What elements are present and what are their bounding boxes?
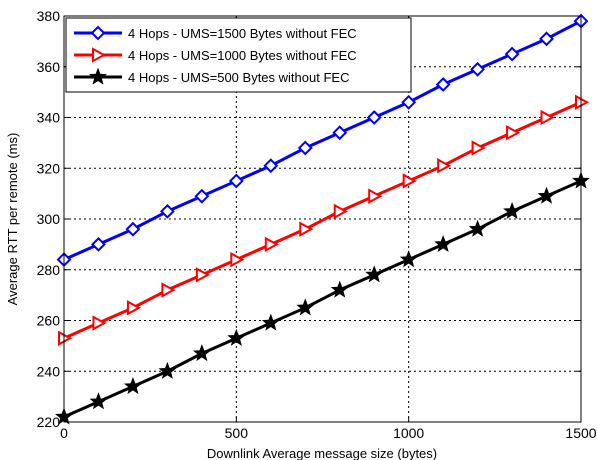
data-point — [435, 77, 451, 92]
data-point — [159, 203, 175, 219]
legend: 4 Hops - UMS=1500 Bytes without FEC 4 Hop… — [65, 17, 412, 93]
axis-ticks: 0 500 1000 1500 220 240 260 280 300 320 340 360 380 — [37, 8, 597, 441]
legend-marker — [89, 67, 107, 85]
x-tick-label: 1500 — [565, 425, 596, 441]
y-tick-label: 340 — [37, 110, 61, 126]
data-point — [123, 377, 142, 395]
data-point — [401, 94, 417, 110]
x-tick-label: 0 — [60, 425, 68, 441]
data-point — [192, 344, 211, 362]
data-point — [470, 61, 486, 77]
series-3 — [55, 171, 590, 425]
legend-entry: 4 Hops - UMS=1500 Bytes without FEC — [74, 25, 357, 41]
y-axis-label: Average RTT per remote (ms) — [5, 133, 20, 306]
data-point — [471, 140, 486, 156]
series-line — [63, 100, 582, 340]
data-point — [399, 250, 418, 268]
legend-label: 4 Hops - UMS=1000 Bytes without FEC — [128, 48, 357, 63]
data-point — [195, 267, 210, 283]
data-point — [263, 158, 279, 174]
data-point — [504, 46, 520, 62]
data-point — [468, 219, 487, 237]
legend-entry: 4 Hops - UMS=1000 Bytes without FEC — [74, 47, 357, 63]
data-point — [161, 282, 176, 298]
data-point — [434, 234, 453, 252]
data-point — [537, 186, 556, 204]
data-point — [297, 140, 313, 156]
data-point — [228, 173, 244, 189]
data-point — [366, 110, 382, 125]
y-tick-label: 360 — [37, 59, 61, 75]
series-line — [63, 179, 582, 419]
data-point — [194, 188, 210, 204]
x-tick-label: 1000 — [393, 425, 424, 441]
data-point — [89, 392, 108, 410]
legend-entry: 4 Hops - UMS=500 Bytes without FEC — [74, 67, 349, 85]
data-point — [503, 201, 522, 219]
data-point — [125, 221, 141, 237]
y-tick-label: 300 — [37, 211, 61, 227]
legend-label: 4 Hops - UMS=500 Bytes without FEC — [128, 70, 349, 85]
data-point — [506, 125, 521, 141]
x-tick-label: 500 — [225, 425, 249, 441]
y-tick-label: 260 — [37, 313, 61, 329]
legend-marker — [90, 25, 106, 41]
x-axis-label: Downlink Average message size (bytes) — [207, 446, 437, 460]
data-point — [299, 221, 314, 237]
data-point — [92, 315, 107, 331]
data-point — [437, 158, 452, 174]
data-point — [261, 313, 280, 331]
data-point — [333, 203, 348, 220]
data-point — [402, 173, 417, 189]
data-point — [332, 125, 348, 141]
series-layer — [55, 13, 590, 425]
data-point — [126, 300, 142, 316]
data-point — [264, 236, 279, 253]
legend-box — [65, 17, 412, 93]
data-point — [539, 31, 554, 47]
data-point — [540, 109, 555, 126]
y-tick-label: 320 — [37, 160, 61, 176]
data-point — [296, 298, 315, 316]
y-tick-label: 280 — [37, 262, 61, 278]
data-point — [227, 328, 246, 346]
y-tick-label: 220 — [37, 414, 61, 430]
legend-label: 4 Hops - UMS=1500 Bytes without FEC — [128, 26, 357, 41]
data-point — [330, 280, 349, 298]
legend-marker — [92, 47, 107, 63]
data-point — [230, 251, 245, 268]
data-point — [158, 361, 177, 379]
series-line — [63, 19, 582, 261]
data-point — [365, 265, 384, 283]
data-point — [368, 188, 383, 204]
y-tick-label: 240 — [37, 363, 61, 379]
data-point — [91, 236, 106, 252]
series-1 — [56, 13, 589, 268]
y-tick-label: 380 — [37, 8, 61, 24]
